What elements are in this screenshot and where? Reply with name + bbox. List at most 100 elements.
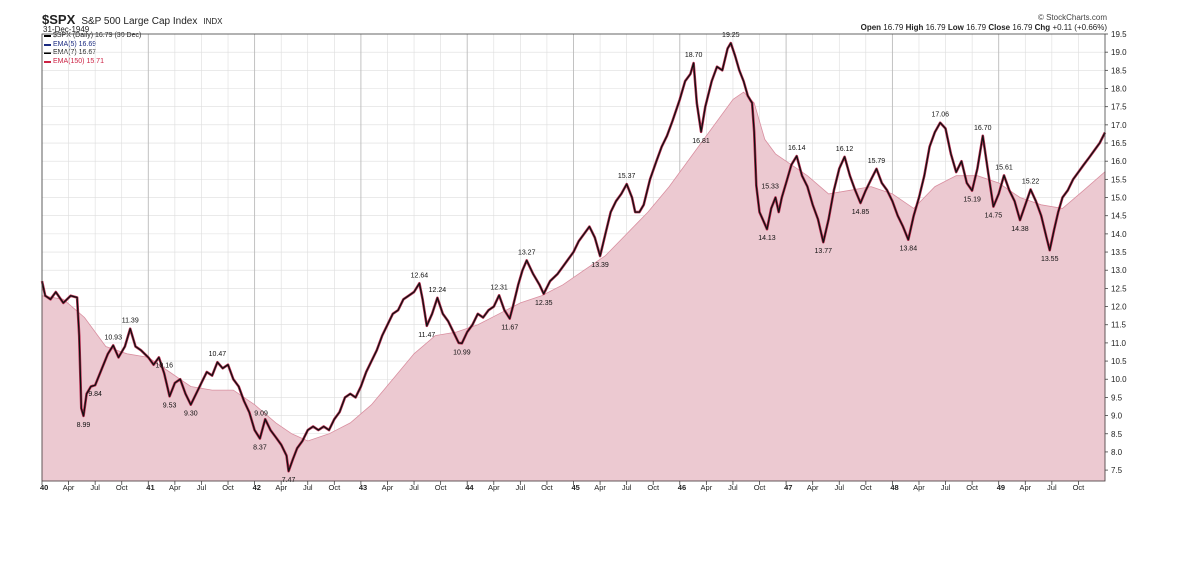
y-tick-label: 8.0 [1111, 448, 1123, 457]
data-label: 15.33 [761, 184, 779, 191]
y-tick-label: 7.5 [1111, 466, 1123, 475]
data-label: 14.13 [758, 235, 776, 242]
x-tick-label: 41 [146, 483, 154, 492]
legend-item-price: $SPX (Daily) 16.79 (30 Dec) [44, 32, 141, 41]
data-label: 10.93 [104, 334, 122, 341]
chart-header: $SPX S&P 500 Large Cap Index INDX [42, 12, 223, 27]
legend-label: EMA(7) 16.67 [53, 49, 97, 56]
x-tick-label: Jul [409, 483, 419, 492]
quote-bar: Open 16.79 High 16.79 Low 16.79 Close 16… [861, 23, 1107, 32]
x-tick-label: Oct [860, 483, 873, 492]
data-label: 13.55 [1041, 256, 1059, 263]
data-label: 15.61 [995, 164, 1013, 171]
y-tick-label: 13.0 [1111, 266, 1127, 275]
legend-label: EMA(150) 15.71 [53, 57, 104, 65]
x-tick-label: Apr [169, 483, 181, 492]
chart-date: 31-Dec-1949 [43, 25, 90, 34]
y-tick-label: 15.5 [1111, 175, 1127, 184]
y-tick-label: 12.5 [1111, 284, 1127, 293]
x-tick-label: Apr [63, 483, 75, 492]
y-tick-label: 19.5 [1111, 30, 1127, 39]
x-tick-label: Jul [622, 483, 632, 492]
y-axis: 7.5 8.0 8.5 9.0 9.5 10.0 10.5 11.0 11.5 12.0 12.5 1… [1105, 30, 1127, 475]
open-value: 16.79 [883, 23, 904, 32]
x-tick-label: Oct [754, 483, 767, 492]
x-tick-label: Jul [1047, 483, 1057, 492]
legend-item-ema150: EMA(150) 15.71 [44, 58, 141, 67]
x-axis: 40 Apr Jul Oct 41 Apr Jul Oct 42 Apr Jul Oct 43 Apr Ju… [40, 481, 1085, 492]
y-tick-label: 16.5 [1111, 139, 1127, 148]
price-line [41, 42, 1106, 472]
data-label: 15.37 [618, 173, 636, 180]
x-tick-label: 44 [465, 483, 474, 492]
y-tick-label: 18.5 [1111, 66, 1127, 75]
data-label: 8.37 [253, 444, 267, 451]
x-tick-label: Apr [382, 483, 394, 492]
data-label: 11.67 [501, 325, 518, 332]
data-label: 13.84 [900, 246, 918, 253]
data-label: 12.24 [429, 287, 447, 294]
index-name: S&P 500 Large Cap Index [81, 16, 198, 27]
data-label: 15.19 [963, 197, 981, 204]
exchange: INDX [203, 17, 223, 26]
data-label: 13.77 [815, 248, 833, 255]
y-tick-label: 17.0 [1111, 121, 1127, 130]
chart-legend: $SPX (Daily) 16.79 (30 Dec) EMA(5) 16.69… [44, 32, 141, 66]
data-label: 11.47 [418, 332, 435, 339]
legend-item-ema5: EMA(5) 16.69 [44, 41, 141, 50]
x-tick-label: 47 [784, 483, 792, 492]
x-tick-label: Oct [647, 483, 660, 492]
x-tick-label: Apr [594, 483, 606, 492]
data-label: 15.79 [868, 158, 886, 165]
x-tick-label: Oct [541, 483, 554, 492]
data-label: 9.30 [184, 411, 198, 418]
data-label: 14.38 [1011, 226, 1029, 233]
data-label: 9.53 [163, 402, 177, 409]
x-tick-label: Apr [488, 483, 500, 492]
y-tick-label: 18.0 [1111, 85, 1127, 94]
data-label: 18.70 [685, 52, 703, 59]
x-tick-label: Apr [807, 483, 819, 492]
ema150-area [41, 91, 1106, 482]
x-tick-label: Oct [1073, 483, 1086, 492]
y-tick-label: 14.5 [1111, 212, 1127, 221]
data-label: 10.16 [155, 362, 173, 369]
y-tick-label: 13.5 [1111, 248, 1127, 257]
y-tick-label: 15.0 [1111, 194, 1127, 203]
data-label: 9.84 [88, 391, 102, 398]
data-label: 16.81 [692, 138, 710, 145]
chg-value: +0.11 (+0.66%) [1052, 23, 1107, 32]
legend-item-ema7: EMA(7) 16.67 [44, 49, 141, 58]
x-tick-label: Apr [913, 483, 925, 492]
price-annotations: 8.99 9.84 10.93 11.39 10.16 9.53 9.30 10.47 9.09… [77, 32, 1059, 484]
x-tick-label: 45 [572, 483, 580, 492]
x-tick-label: 49 [997, 483, 1005, 492]
data-label: 12.31 [490, 284, 508, 291]
legend-label: EMA(5) 16.69 [53, 40, 97, 48]
data-label: 11.39 [122, 318, 139, 325]
y-tick-label: 9.5 [1111, 393, 1123, 402]
y-tick-label: 10.5 [1111, 357, 1127, 366]
x-tick-label: Oct [435, 483, 448, 492]
close-value: 16.79 [1012, 23, 1033, 32]
data-label: 13.39 [591, 262, 609, 269]
y-tick-label: 8.5 [1111, 430, 1123, 439]
y-tick-label: 12.0 [1111, 303, 1127, 312]
data-label: 15.22 [1022, 179, 1040, 186]
x-tick-label: Jul [941, 483, 951, 492]
x-tick-label: Oct [116, 483, 129, 492]
y-tick-label: 9.0 [1111, 412, 1123, 421]
x-tick-label: Oct [222, 483, 235, 492]
symbol: $SPX [42, 12, 76, 27]
high-value: 16.79 [925, 23, 946, 32]
close-label: Close [988, 23, 1011, 32]
x-tick-label: Apr [701, 483, 713, 492]
data-label: 16.12 [836, 146, 854, 153]
data-label: 16.14 [788, 145, 806, 152]
chg-label: Chg [1034, 23, 1051, 32]
x-tick-label: Oct [328, 483, 341, 492]
open-label: Open [860, 23, 882, 32]
data-label: 16.70 [974, 125, 992, 132]
x-tick-label: Jul [516, 483, 526, 492]
x-tick-label: Jul [728, 483, 738, 492]
